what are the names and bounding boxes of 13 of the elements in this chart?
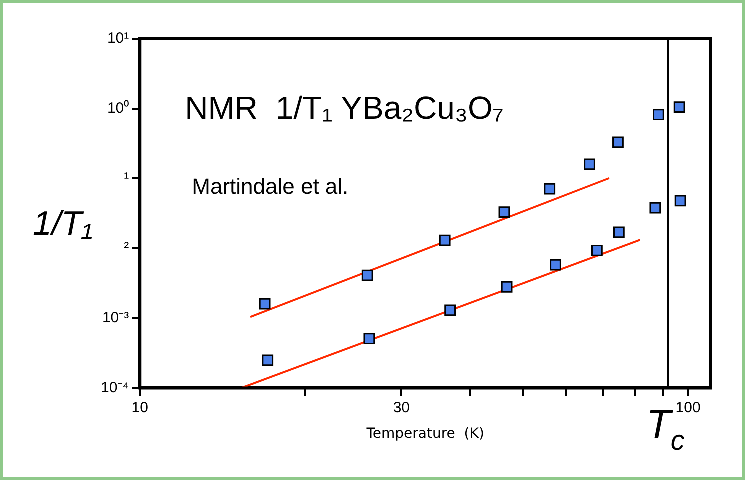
x-tick-label: 100: [676, 399, 701, 416]
x-axis-title: Temperature (K): [366, 426, 484, 442]
y-tick-label: 10⁻³: [102, 310, 130, 326]
y-tick-label: ¹: [124, 170, 130, 187]
y-tick-label: ²: [124, 240, 130, 257]
y-tick-label: 10⁰: [107, 100, 130, 117]
text: NMR 1/T₁ YBa₂Cu₃O₇: [185, 90, 504, 126]
x-tick-label: 10: [132, 399, 148, 416]
y-tick-label: 10⁻⁴: [100, 379, 130, 396]
annotation: Martindale et al.: [192, 174, 349, 199]
y-tick-label: 10¹: [107, 30, 130, 48]
x-tick-label: 30: [393, 399, 410, 416]
y-axis-title: 1/T₁: [33, 205, 93, 243]
